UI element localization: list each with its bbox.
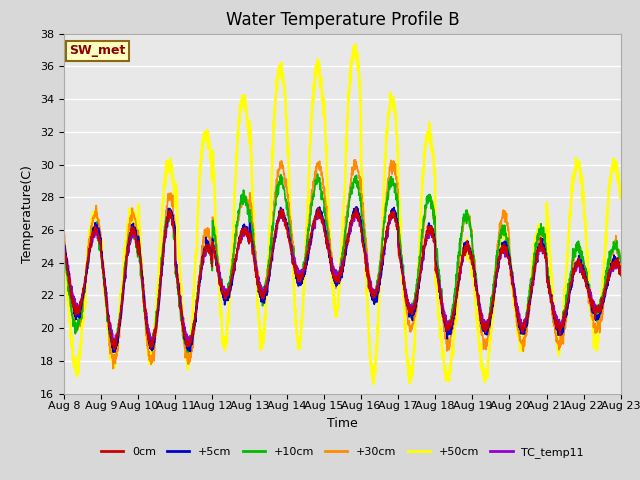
+30cm [359, 200, 367, 205]
0cm [314, 205, 322, 211]
TC_temp11 [390, 207, 398, 213]
Line: +50cm: +50cm [64, 45, 621, 384]
TC_temp11 [568, 279, 576, 285]
+10cm [371, 289, 379, 295]
TC_temp11 [371, 291, 379, 297]
Legend: 0cm, +5cm, +10cm, +30cm, +50cm, TC_temp11: 0cm, +5cm, +10cm, +30cm, +50cm, TC_temp1… [96, 443, 589, 462]
+10cm [60, 251, 68, 257]
+50cm [617, 193, 625, 199]
TC_temp11 [185, 342, 193, 348]
+30cm [216, 268, 223, 274]
0cm [359, 244, 367, 250]
+30cm [584, 288, 591, 293]
+5cm [353, 204, 360, 210]
+50cm [371, 367, 379, 373]
+30cm [505, 228, 513, 233]
+10cm [314, 171, 321, 177]
+30cm [371, 288, 379, 294]
+10cm [184, 349, 192, 355]
Text: SW_met: SW_met [70, 44, 126, 58]
+10cm [617, 259, 625, 265]
+30cm [351, 157, 359, 163]
+30cm [617, 264, 625, 269]
+50cm [351, 42, 359, 48]
0cm [60, 240, 68, 246]
+30cm [109, 366, 117, 372]
+50cm [216, 280, 223, 286]
+50cm [359, 190, 367, 195]
TC_temp11 [216, 271, 223, 277]
+5cm [371, 298, 379, 304]
Y-axis label: Temperature(C): Temperature(C) [22, 165, 35, 263]
0cm [216, 282, 223, 288]
0cm [568, 272, 576, 277]
+5cm [109, 349, 117, 355]
+5cm [216, 278, 223, 284]
+5cm [568, 281, 576, 287]
+5cm [617, 265, 625, 271]
X-axis label: Time: Time [327, 417, 358, 430]
+50cm [568, 189, 576, 195]
0cm [505, 254, 513, 260]
0cm [371, 292, 379, 298]
+50cm [584, 248, 591, 254]
+30cm [60, 232, 68, 238]
+50cm [370, 381, 378, 387]
0cm [110, 347, 118, 352]
TC_temp11 [584, 280, 591, 286]
TC_temp11 [617, 269, 625, 275]
+50cm [505, 248, 513, 253]
+10cm [216, 276, 223, 282]
+10cm [584, 278, 591, 284]
Line: +30cm: +30cm [64, 160, 621, 369]
Line: +10cm: +10cm [64, 174, 621, 352]
TC_temp11 [60, 242, 68, 248]
Line: +5cm: +5cm [64, 207, 621, 352]
0cm [617, 273, 625, 278]
TC_temp11 [505, 255, 513, 261]
TC_temp11 [359, 233, 367, 239]
+5cm [584, 285, 591, 290]
Line: 0cm: 0cm [64, 208, 621, 349]
+50cm [60, 242, 68, 248]
+5cm [359, 240, 367, 245]
Title: Water Temperature Profile B: Water Temperature Profile B [225, 11, 460, 29]
+5cm [60, 238, 68, 244]
0cm [584, 284, 591, 290]
+10cm [359, 225, 367, 231]
+5cm [505, 251, 513, 256]
+10cm [505, 245, 513, 251]
Line: TC_temp11: TC_temp11 [64, 210, 621, 345]
+30cm [568, 265, 576, 271]
+10cm [568, 261, 576, 267]
